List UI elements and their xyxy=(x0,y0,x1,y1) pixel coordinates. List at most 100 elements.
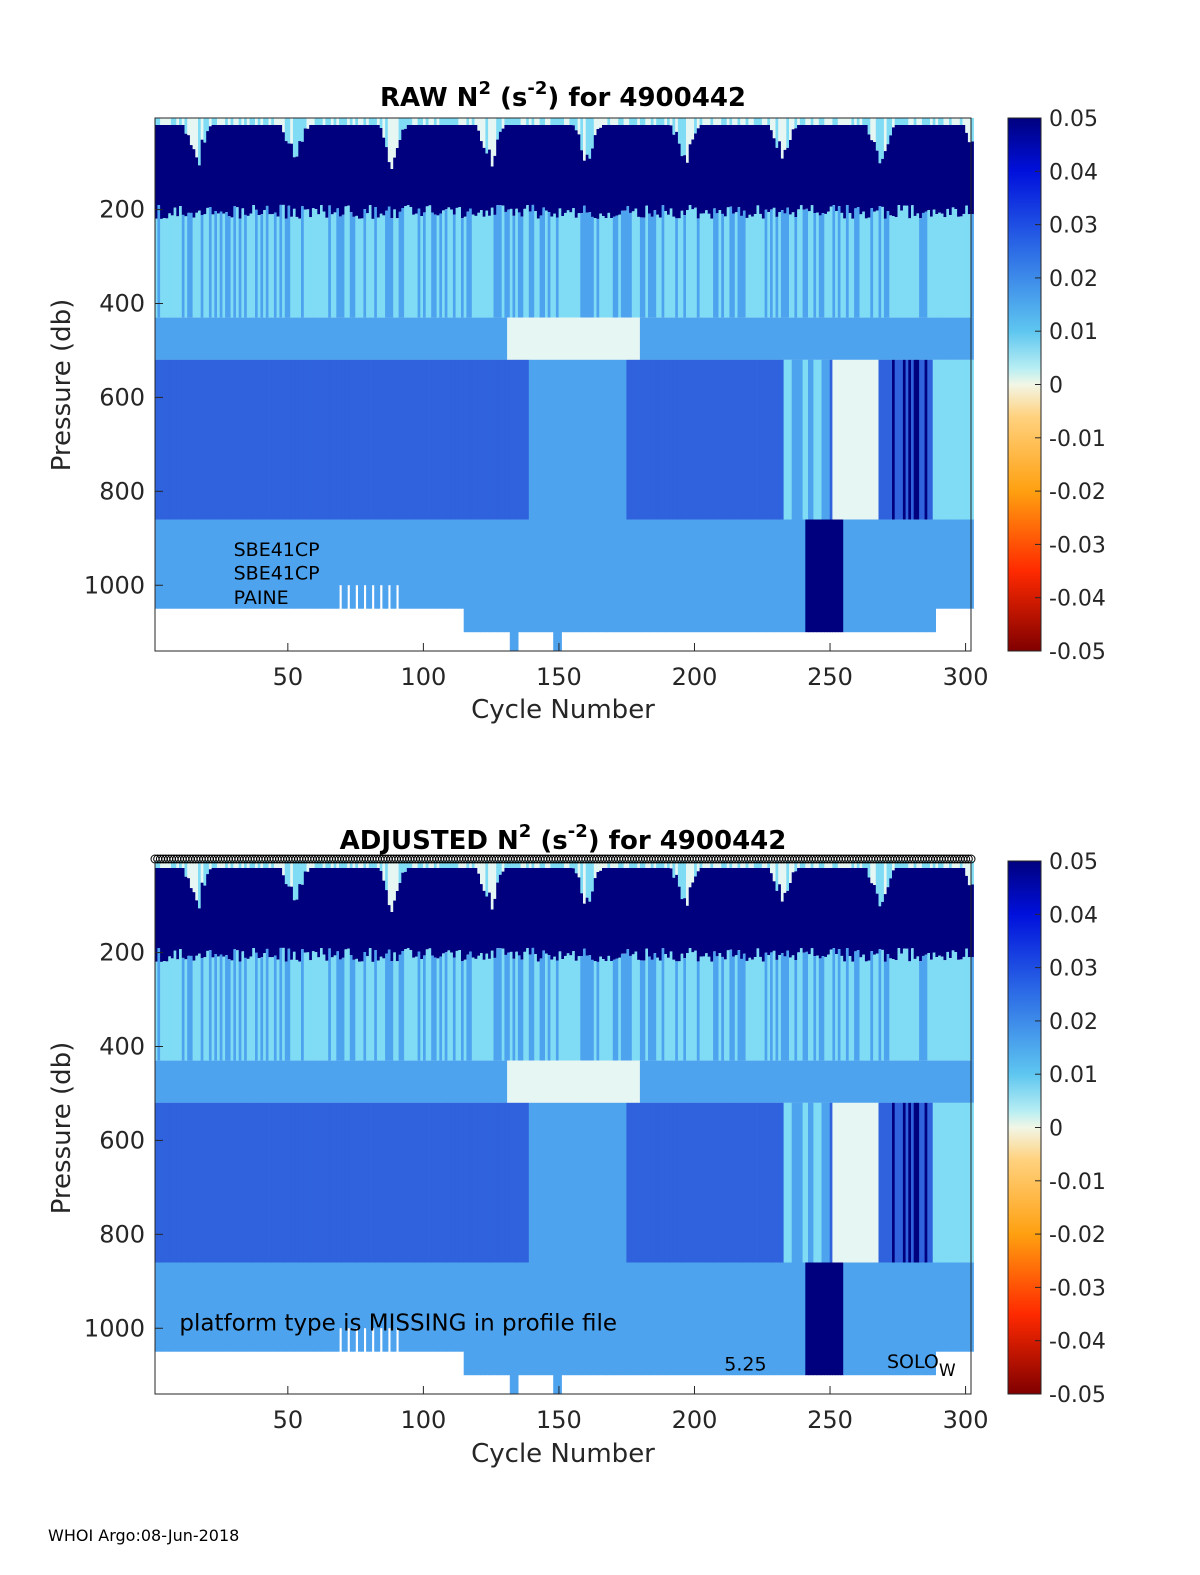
heatmap-cell xyxy=(818,317,823,360)
heatmap-cell xyxy=(542,861,546,868)
heatmap-cell xyxy=(580,1102,584,1263)
heatmap-cell xyxy=(371,125,375,219)
heatmap-cell xyxy=(748,214,752,318)
heatmap-cell xyxy=(154,868,158,962)
heatmap-cell xyxy=(916,861,920,868)
heatmap-cell xyxy=(423,1060,427,1103)
heatmap-cell xyxy=(382,359,386,520)
heatmap-cell xyxy=(439,213,443,318)
heatmap-cell xyxy=(295,359,299,520)
heatmap-cell xyxy=(669,951,673,1061)
heatmap-cell xyxy=(366,956,370,1061)
heatmap-cell xyxy=(938,1262,942,1352)
heatmap-cell xyxy=(431,359,435,520)
heatmap-cell xyxy=(959,118,964,125)
heatmap-cell xyxy=(881,206,885,318)
heatmap-cell xyxy=(189,1262,194,1352)
heatmap-cell xyxy=(767,359,771,520)
heatmap-cell xyxy=(420,959,424,1061)
heatmap-cell xyxy=(401,951,405,1061)
heatmap-cell xyxy=(471,118,476,125)
y-tick-label: 1000 xyxy=(84,1314,145,1342)
heatmap-cell xyxy=(620,125,625,211)
heatmap-cell xyxy=(772,881,776,951)
heatmap-cell xyxy=(344,359,348,520)
heatmap-cell xyxy=(455,861,459,868)
heatmap-cell xyxy=(875,359,880,520)
heatmap-cell xyxy=(626,1262,630,1376)
heatmap-cell xyxy=(962,125,966,214)
heatmap-cell xyxy=(376,359,381,520)
heatmap-cell xyxy=(374,359,378,520)
heatmap-cell xyxy=(230,118,234,125)
heatmap-cell xyxy=(189,317,194,360)
heatmap-cell xyxy=(515,317,519,360)
heatmap-cell xyxy=(832,1102,836,1263)
heatmap-cell xyxy=(924,125,928,212)
heatmap-cell xyxy=(311,125,316,209)
heatmap-cell xyxy=(572,359,576,520)
heatmap-cell xyxy=(398,883,402,955)
heatmap-cell xyxy=(203,118,207,143)
heatmap-cell xyxy=(217,868,221,957)
heatmap-cell xyxy=(371,861,375,868)
heatmap-cell xyxy=(379,128,383,214)
heatmap-cell xyxy=(713,1060,717,1103)
heatmap-cell xyxy=(282,204,286,318)
heatmap-cell xyxy=(680,1262,684,1376)
heatmap-cell xyxy=(634,519,638,633)
heatmap-cell xyxy=(970,1262,974,1352)
heatmap-cell xyxy=(222,118,226,125)
heatmap-cell xyxy=(732,125,736,214)
heatmap-cell xyxy=(542,207,546,318)
heatmap-cell xyxy=(588,317,592,360)
heatmap-cell xyxy=(347,868,351,949)
heatmap-cell xyxy=(694,133,698,208)
heatmap-cell xyxy=(808,211,812,318)
heatmap-cell xyxy=(458,1262,462,1352)
heatmap-cell xyxy=(376,118,381,125)
heatmap-cell xyxy=(184,359,188,520)
heatmap-cell xyxy=(347,861,351,868)
heatmap-cell xyxy=(938,1060,942,1103)
heatmap-cell xyxy=(385,1102,389,1263)
heatmap-cell xyxy=(534,1060,538,1103)
heatmap-cell xyxy=(284,1102,289,1263)
heatmap-cell xyxy=(452,125,457,215)
heatmap-cell xyxy=(949,118,953,125)
heatmap-cell xyxy=(477,861,481,874)
heatmap-cell xyxy=(295,217,299,318)
heatmap-cell xyxy=(965,132,969,206)
heatmap-cell xyxy=(298,961,302,1061)
heatmap-cell xyxy=(347,948,351,1061)
heatmap-cell xyxy=(732,868,736,957)
heatmap-cell xyxy=(718,1262,722,1376)
heatmap-cell xyxy=(347,205,351,318)
heatmap-cell xyxy=(192,149,196,218)
heatmap-cell xyxy=(165,359,169,520)
heatmap-cell xyxy=(246,1060,251,1103)
heatmap-cell xyxy=(298,1102,302,1263)
heatmap-cell xyxy=(404,949,408,1061)
heatmap-cell xyxy=(249,317,253,360)
heatmap-cell xyxy=(455,125,459,208)
x-tick-label: 200 xyxy=(672,663,718,691)
heatmap-cell xyxy=(249,118,253,125)
heatmap-cell xyxy=(263,1102,267,1263)
heatmap-cell xyxy=(309,1102,313,1263)
heatmap-cell xyxy=(894,1262,898,1376)
heatmap-cell xyxy=(951,1262,955,1352)
heatmap-cell xyxy=(967,142,972,215)
heatmap-cell xyxy=(382,317,386,360)
heatmap-cell xyxy=(496,205,500,318)
axes-box xyxy=(154,860,972,1395)
heatmap-cell xyxy=(461,961,465,1061)
heatmap-cell xyxy=(165,861,169,868)
heatmap-cell xyxy=(333,118,337,125)
heatmap-cell xyxy=(707,956,711,1061)
heatmap-cell xyxy=(867,359,871,520)
heatmap-cell xyxy=(583,359,587,520)
heatmap-cell xyxy=(680,1102,684,1263)
heatmap-cell xyxy=(648,519,652,633)
heatmap-cell xyxy=(442,868,446,954)
